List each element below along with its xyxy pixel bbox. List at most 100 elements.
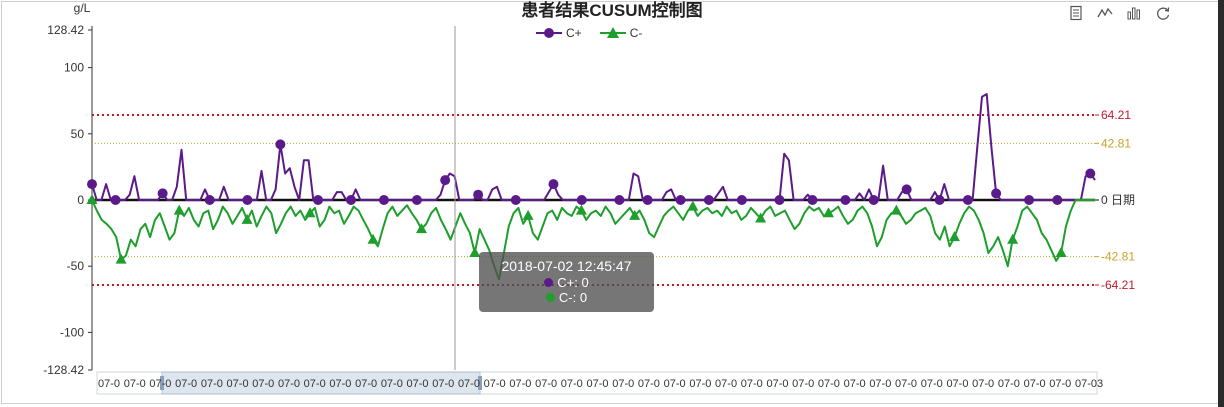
c-plus-point (204, 195, 215, 205)
c-plus-point (991, 188, 1002, 199)
mark-line-label: 42.81 (1101, 136, 1131, 150)
c-minus-point (948, 231, 960, 242)
c-plus-point (473, 189, 484, 200)
x-tick-label: 07-0 (921, 378, 943, 390)
tooltip-c-plus-value: C+: 0 (557, 275, 589, 290)
x-tick-label: 07-0 (587, 378, 609, 390)
chart-legend: C+ C- (536, 26, 642, 40)
tooltip-c-minus-value: C-: 0 (558, 290, 588, 305)
c-minus-point (575, 204, 587, 215)
x-tick-label: 07-0 (972, 378, 994, 390)
x-tick-label: 07-0 (407, 378, 429, 390)
c-plus-point (675, 195, 686, 205)
zoom-handle-left (160, 376, 164, 390)
series-line-c-minus (91, 199, 1095, 281)
x-tick-label: 07-0 (844, 378, 866, 390)
x-tick-label: 07-0 (304, 378, 326, 390)
x-tick-label: 07-0 (484, 378, 506, 390)
y-tick-label: -128.42 (43, 363, 84, 377)
bar-chart-icon[interactable] (1126, 5, 1142, 21)
c-plus-point (110, 195, 121, 205)
c-minus-point (1007, 233, 1019, 244)
legend-item-c-plus[interactable]: C+ (536, 26, 582, 40)
c-minus-point (629, 209, 641, 220)
x-tick-label: 07-0 (381, 378, 403, 390)
x-tick-label: 07-0 (355, 378, 377, 390)
x-tick-label: 07-0 (149, 378, 171, 390)
c-plus-point (736, 195, 747, 205)
x-tick-label: 07-0 (509, 378, 531, 390)
c-plus-point (242, 195, 253, 205)
x-tick-label: 07-0 (612, 378, 634, 390)
c-plus-point (840, 195, 851, 205)
c-minus-point (86, 194, 98, 204)
x-tick-label: 07-0 (715, 378, 737, 390)
legend-item-c-minus[interactable]: C- (599, 26, 642, 40)
c-plus-point (275, 139, 286, 150)
c-plus-point (313, 195, 324, 205)
c-plus-point (868, 195, 879, 205)
c-plus-point (703, 195, 714, 205)
data-view-icon[interactable] (1068, 5, 1084, 21)
c-minus-point (1055, 246, 1067, 257)
c-plus-point (1085, 168, 1096, 179)
x-tick-label: 07-0 (175, 378, 197, 390)
c-plus-point (934, 195, 945, 205)
c-minus-point (241, 213, 253, 224)
c-plus-point (774, 195, 785, 205)
x-tick-label: 07-0 (432, 378, 454, 390)
x-tick-label: 07-0 (329, 378, 351, 390)
c-plus-point (962, 195, 973, 205)
c-plus-point (411, 195, 422, 205)
mark-line-label: 0 日期 (1101, 193, 1135, 207)
tooltip-row-c-plus: C+: 0 (479, 275, 654, 290)
x-tick-label: 07-0 (689, 378, 711, 390)
x-tick-label: 07-0 (1049, 378, 1071, 390)
x-tick-label: 07-0 (252, 378, 274, 390)
y-tick-label: -50 (67, 259, 85, 273)
c-plus-point (1052, 195, 1063, 205)
restore-icon[interactable] (1155, 5, 1171, 21)
c-plus-point (548, 179, 559, 190)
x-tick-label: 07-0 (124, 378, 146, 390)
c-minus-dot-icon (545, 293, 555, 302)
c-minus-point (173, 204, 185, 215)
y-tick-label: 128.42 (47, 23, 84, 37)
x-tick-label: 07-0 (278, 378, 300, 390)
legend-label-c-plus: C+ (566, 26, 582, 40)
x-tick-label: 07-0 (227, 378, 249, 390)
x-tick-label: 07-0 (535, 378, 557, 390)
c-minus-point (522, 209, 534, 220)
c-minus-point (469, 246, 481, 257)
mark-line-label: -64.21 (1101, 278, 1135, 292)
x-tick-label: 07-0 (458, 378, 480, 390)
c-minus-point (304, 207, 316, 218)
c-plus-dot-icon (544, 278, 554, 287)
c-plus-point (378, 195, 389, 205)
y-tick-label: 100 (64, 61, 84, 75)
c-plus-point (1024, 195, 1035, 205)
mark-line-label: -42.81 (1101, 250, 1135, 264)
c-minus-point (890, 204, 902, 215)
x-tick-label: 07-0 (638, 378, 660, 390)
x-tick-label: 07-0 (664, 378, 686, 390)
c-plus-point (614, 195, 625, 205)
x-tick-label: 07-0 (561, 378, 583, 390)
y-axis-unit-label: g/L (74, 1, 91, 15)
line-chart-icon[interactable] (1097, 5, 1113, 21)
tooltip-row-c-minus: C-: 0 (479, 290, 654, 305)
x-tick-label: 07-0 (792, 378, 814, 390)
c-minus-point (415, 223, 427, 234)
mark-line-label: 64.21 (1101, 108, 1131, 122)
x-tick-label: 07-03 (1075, 378, 1103, 390)
chart-toolbox (1068, 5, 1171, 21)
x-tick-label: 07-0 (201, 378, 223, 390)
x-tick-label: 07-0 (998, 378, 1020, 390)
c-plus-point (576, 195, 587, 205)
y-tick-label: 0 (77, 193, 84, 207)
chart-tooltip: 2018-07-02 12:45:47 C+: 0 C-: 0 (479, 252, 654, 312)
x-tick-label: 07-0 (895, 378, 917, 390)
y-tick-label: -100 (60, 325, 84, 339)
legend-circle-icon (536, 28, 562, 38)
